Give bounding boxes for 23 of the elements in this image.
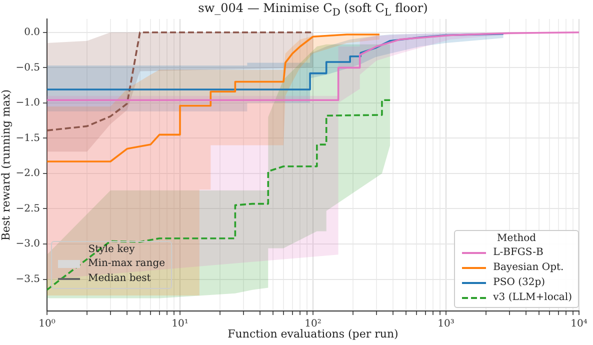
x-tick-label: 10³	[438, 318, 454, 330]
legend-label: Bayesian Opt.	[493, 262, 564, 273]
y-tick-label: −0.5	[16, 62, 40, 74]
y-tick-label: −1.0	[16, 98, 40, 109]
annotation: Median best	[88, 273, 151, 284]
x-tick-label: 10²	[304, 318, 322, 330]
x-tick-label: 10⁴	[570, 318, 588, 330]
y-axis-title: Best reward (running max)	[0, 89, 12, 241]
y-tick-label: −3.0	[16, 238, 40, 250]
legend-label: L-BFGS-B	[493, 247, 544, 258]
chart-title: sw_004 — Minimise C$_{D}$ (soft C$_{L}$ floor)	[197, 1, 429, 18]
annotation: Min-max range	[88, 258, 166, 269]
x-tick-label: 10⁰	[38, 318, 56, 330]
y-tick-label: 0.0	[24, 26, 40, 38]
legend-label: v3 (LLM+local)	[493, 292, 572, 303]
y-tick-label: −3.5	[16, 274, 40, 285]
y-tick-label: −2.0	[16, 168, 40, 180]
y-tick-label: −1.5	[16, 132, 40, 144]
legend-title: Method	[496, 233, 538, 244]
x-tick-label: 10¹	[172, 318, 188, 330]
y-tick-label: −2.5	[16, 203, 40, 214]
x-axis-title: Function evaluations (per run)	[228, 327, 398, 340]
legend-label: PSO (32p)	[493, 277, 546, 288]
